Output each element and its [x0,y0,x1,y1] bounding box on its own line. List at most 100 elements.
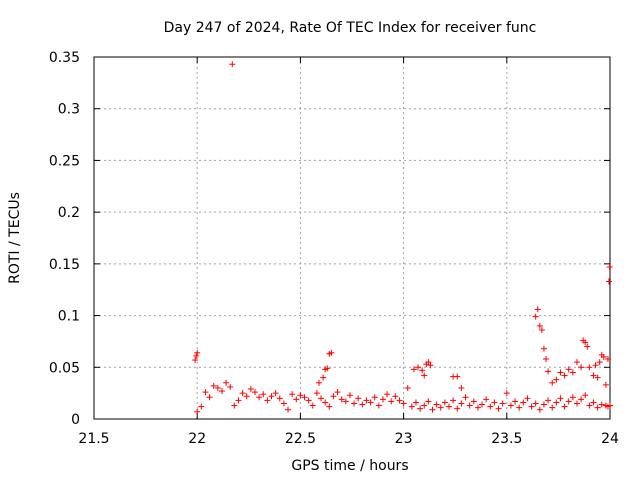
y-tick-label: 0.15 [49,257,80,273]
data-point [194,349,201,356]
data-point [198,403,205,410]
data-point [239,390,246,397]
y-tick-label: 0.35 [49,50,80,66]
data-point [607,402,613,409]
data-point [573,400,580,407]
data-point [425,398,432,405]
data-point [251,389,258,396]
data-point [305,397,312,404]
data-point [561,403,568,410]
data-point [596,359,603,366]
data-point [553,399,560,406]
data-point [582,392,589,399]
data-point [479,401,486,408]
data-point [342,398,349,405]
data-point [495,405,502,412]
data-point [235,397,242,404]
data-point [598,401,605,408]
data-point [474,404,481,411]
data-point [379,396,386,403]
grid-lines [94,57,610,419]
data-point [592,362,599,369]
data-point [326,403,333,410]
data-point [421,402,428,409]
data-point [427,362,434,369]
data-point [549,379,556,386]
data-point [590,399,597,406]
data-point [194,408,201,415]
data-point [264,397,271,404]
data-point [375,402,382,409]
data-point [193,352,200,359]
data-point [512,398,519,405]
data-point [223,379,230,386]
y-tick-label: 0.2 [58,205,80,221]
chart-title: Day 247 of 2024, Rate Of TEC Index for r… [164,20,537,36]
data-point [396,397,403,404]
data-point [569,369,576,376]
x-tick-label: 21.5 [78,431,109,447]
data-point [210,382,217,389]
data-point [557,369,564,376]
data-point [330,393,337,400]
data-point [491,399,498,406]
data-point [363,397,370,404]
data-point [600,353,607,360]
data-point [421,372,428,379]
data-point [586,364,593,371]
data-point [507,402,514,409]
data-point [417,405,424,412]
data-point [534,306,541,313]
data-point [293,396,300,403]
data-point [429,406,436,413]
data-point [247,386,254,393]
data-point [545,397,552,404]
data-point [458,384,465,391]
data-point [227,383,234,390]
data-point [487,403,494,410]
data-point [297,392,304,399]
data-point [470,398,477,405]
data-point [569,394,576,401]
data-point [218,388,225,395]
data-point [520,399,527,406]
data-point [346,392,353,399]
data-point [578,396,585,403]
data-point [532,400,539,407]
data-point [540,345,547,352]
data-point [400,400,407,407]
data-point [503,390,510,397]
data-point [561,372,568,379]
data-point [540,401,547,408]
data-point [359,401,366,408]
y-tick-label: 0.05 [49,360,80,376]
data-point [586,402,593,409]
data-point [524,395,531,402]
data-point [202,389,209,396]
data-point [590,372,597,379]
data-point [324,365,331,372]
data-point [565,366,572,373]
x-tick-label: 23 [395,431,413,447]
data-point [392,393,399,400]
data-point [318,395,325,402]
data-point [604,356,611,363]
data-point [408,403,415,410]
data-point [322,399,329,406]
data-point [545,368,552,375]
data-point [578,364,585,371]
data-point [328,349,335,356]
data-point [565,398,572,405]
data-point [441,399,448,406]
data-point [355,395,362,402]
data-point [536,322,543,329]
data-point [516,404,523,411]
x-tick-label: 23.5 [491,431,522,447]
data-point [437,404,444,411]
data-point [285,406,292,413]
x-axis-label: GPS time / hours [291,458,408,474]
data-point [351,400,358,407]
data-point [231,402,238,409]
y-axis-label: ROTI / TECUs [7,192,23,284]
